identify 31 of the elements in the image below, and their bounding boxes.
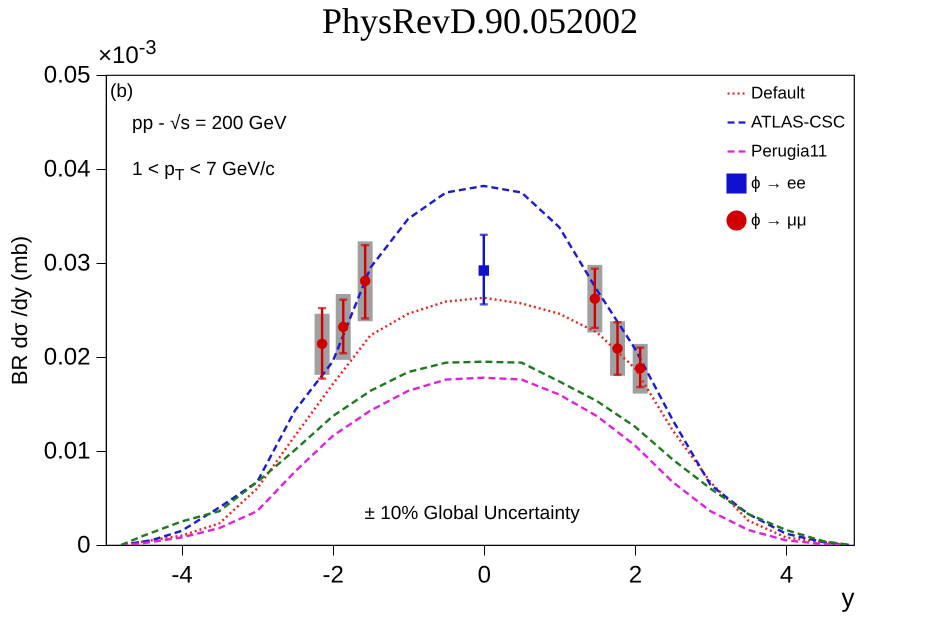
point (634, 363, 646, 374)
y-tick-label: 0.04 (44, 156, 90, 182)
y-tick-label: 0.01 (44, 438, 90, 464)
annotation: (b) (110, 81, 134, 103)
point (612, 343, 623, 354)
annotation: ± 10% Global Uncertainty (364, 503, 580, 525)
x-tick-label: -4 (171, 562, 193, 588)
legend-label: Perugia11 (751, 142, 828, 160)
point (360, 276, 370, 286)
legend-label: ϕ → ee (751, 174, 806, 192)
y-tick-label: 0.02 (44, 344, 90, 370)
x-tick-label: -2 (322, 562, 344, 588)
text: ×10$^{-3}$ (98, 37, 157, 70)
point (338, 322, 348, 332)
x-tick-label: 0 (478, 562, 491, 588)
legend-label: ATLAS-CSC (751, 112, 846, 132)
annotation: 1 < p$_{T}$ < 7 GeV/c (132, 159, 275, 185)
point (478, 265, 490, 276)
chart-title: PhysRevD.90.052002 (322, 1, 638, 41)
annotation: pp - √s = 200 GeV (132, 113, 287, 135)
x-axis-title: y (842, 582, 854, 612)
y-tick-label: 0.03 (44, 250, 90, 276)
legend-label: ϕ → μμ (751, 210, 807, 230)
y-tick-label: 0.05 (44, 62, 90, 88)
legend-label: Default (751, 84, 806, 102)
y-axis-title: BR dσ /dy (mb) (6, 236, 32, 386)
y-tick-label: 0 (77, 532, 90, 558)
point (590, 293, 600, 304)
point (316, 338, 328, 350)
x-tick-label: 2 (628, 562, 642, 588)
x-tick-label: 4 (780, 562, 794, 588)
